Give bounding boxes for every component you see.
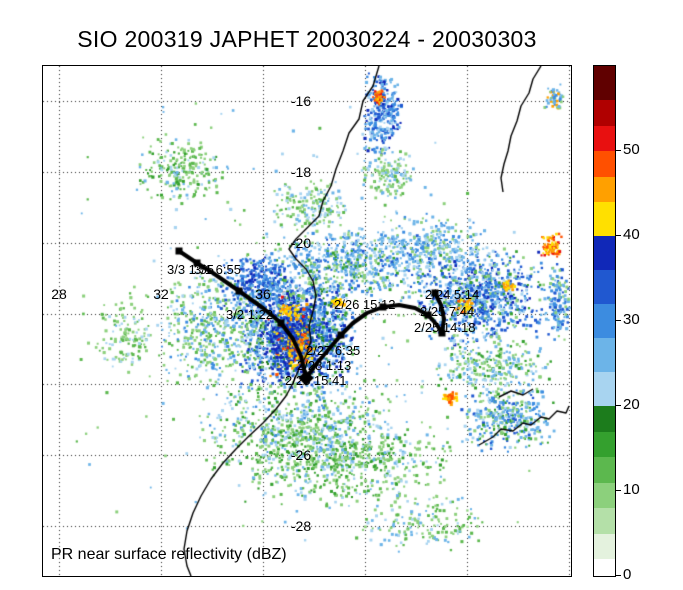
colorbar-segment (594, 125, 615, 151)
lat-grid-label: -28 (290, 518, 312, 534)
track-time-label: 2/24 5:14 (425, 287, 480, 302)
colorbar-segment (594, 100, 615, 126)
track-time-label: 2/26 15:12 (334, 297, 396, 312)
colorbar-tick-label: 0 (623, 566, 632, 583)
track-time-label: 2/28 15:41 (285, 373, 347, 388)
colorbar-tick-mark (616, 574, 621, 576)
colorbar-tick-mark (616, 319, 621, 321)
track-time-label: 3/1 6:55 (194, 262, 241, 277)
track-time-label: 3/2 1:22 (226, 307, 273, 322)
track-time-label: 2/25 7:44 (420, 304, 475, 319)
map-plot-area: -16 -18 -20 -26 -28 28 32 36 3/3 1:55 3/1 6:55 3/2… (42, 65, 572, 577)
lat-grid-label: -20 (290, 235, 312, 251)
colorbar-tick-label: 40 (623, 226, 640, 243)
track-time-label: 2/25 14:18 (414, 320, 476, 335)
lat-grid-label: -18 (290, 164, 312, 180)
colorbar-tick-label: 10 (623, 481, 640, 498)
lat-grid-label: -16 (290, 93, 312, 109)
colorbar-segment (594, 372, 615, 406)
variable-label: PR near surface reflectivity (dBZ) (51, 546, 287, 563)
lon-grid-label: 32 (153, 286, 169, 302)
colorbar-segment (594, 202, 615, 236)
colorbar-tick-label: 20 (623, 396, 640, 413)
colorbar-tick-label: 30 (623, 311, 640, 328)
colorbar-segment (594, 482, 615, 508)
colorbar-tick-mark (616, 404, 621, 406)
colorbar-segment (594, 533, 615, 559)
colorbar-segment (594, 406, 615, 432)
track-time-label: 2/28 1:13 (297, 358, 352, 373)
colorbar-segment (594, 431, 615, 457)
lon-grid-label: 36 (255, 286, 271, 302)
colorbar-segment (594, 559, 615, 576)
colorbar-tick-mark (616, 234, 621, 236)
colorbar-tick-label: 50 (623, 141, 640, 158)
colorbar-tick-mark (616, 489, 621, 491)
colorbar-segment (594, 151, 615, 177)
colorbar-segment (594, 270, 615, 304)
figure-title: SIO 200319 JAPHET 20030224 - 20030303 (77, 26, 537, 52)
colorbar-segment (594, 338, 615, 372)
colorbar-segment (594, 176, 615, 202)
track-time-label: 2/27 6:35 (306, 343, 361, 358)
colorbar-segment (594, 66, 615, 100)
reflectivity-map-canvas (43, 66, 571, 576)
colorbar-segment (594, 508, 615, 534)
colorbar (593, 65, 616, 577)
map-label-layer: -16 -18 -20 -26 -28 28 32 36 3/3 1:55 3/1 6:55 3/2… (43, 66, 571, 576)
colorbar-tick-mark (616, 149, 621, 151)
colorbar-segment (594, 304, 615, 338)
colorbar-segment (594, 236, 615, 270)
track-time-label: 3/3 1:55 (167, 262, 214, 277)
lat-grid-label: -26 (290, 447, 312, 463)
lon-grid-label: 28 (51, 286, 67, 302)
colorbar-segment (594, 457, 615, 483)
